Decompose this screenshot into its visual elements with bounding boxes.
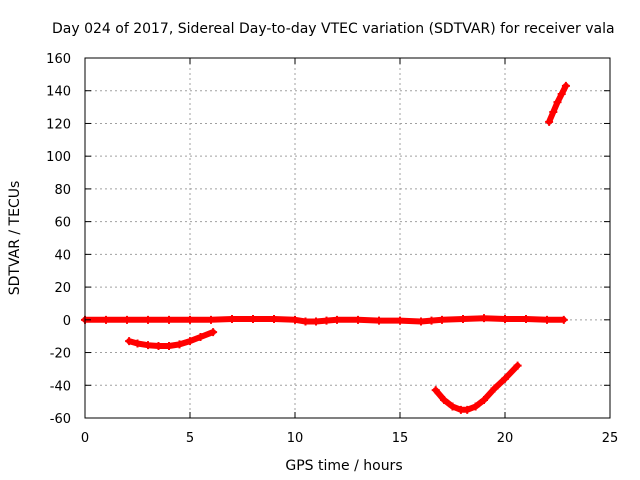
data-point xyxy=(459,315,467,323)
data-layer xyxy=(81,81,570,414)
data-point xyxy=(440,396,449,404)
data-point xyxy=(375,316,383,325)
y-tick-label: -20 xyxy=(50,347,71,362)
chart-title: Day 024 of 2017, Sidereal Day-to-day VTE… xyxy=(52,21,615,37)
y-tick-label: 120 xyxy=(46,117,71,132)
data-point xyxy=(209,328,218,337)
data-point xyxy=(545,117,554,126)
data-point xyxy=(333,315,341,324)
x-tick-label: 25 xyxy=(602,431,619,446)
data-point xyxy=(354,315,362,324)
data-point xyxy=(186,315,194,324)
data-point xyxy=(144,315,152,324)
data-point xyxy=(301,317,310,326)
y-tick-label: 60 xyxy=(54,216,71,231)
data-point xyxy=(490,384,499,393)
data-point xyxy=(513,361,522,370)
data-point xyxy=(438,315,446,324)
data-point xyxy=(175,340,184,349)
data-point xyxy=(123,315,131,324)
grid xyxy=(85,58,610,418)
data-point xyxy=(312,317,320,326)
data-point xyxy=(322,316,331,325)
y-tick-label: -60 xyxy=(50,412,71,427)
data-point xyxy=(501,374,509,383)
y-axis-label: SDTVAR / TECUs xyxy=(7,181,23,296)
data-point xyxy=(228,315,236,323)
data-point xyxy=(186,337,194,346)
ticks: 0 5 10 15 20 25 -60 -40 -20 0 20 40 60 80 100 120 140 160 xyxy=(46,52,618,446)
data-point xyxy=(291,315,299,324)
series-arc-2 xyxy=(432,362,521,413)
data-point xyxy=(553,98,562,107)
x-tick-label: 10 xyxy=(287,431,304,446)
y-tick-label: 0 xyxy=(63,314,71,329)
data-point xyxy=(559,315,568,324)
data-point xyxy=(501,315,509,323)
y-tick-label: 100 xyxy=(46,150,71,165)
data-point xyxy=(480,314,488,323)
y-tick-label: 80 xyxy=(54,183,71,198)
y-tick-label: -40 xyxy=(50,379,71,394)
y-tick-label: 160 xyxy=(46,52,71,67)
data-point xyxy=(133,339,142,348)
x-tick-label: 15 xyxy=(392,431,409,446)
y-tick-label: 40 xyxy=(54,248,71,263)
plot-frame xyxy=(84,57,611,419)
x-tick-label: 0 xyxy=(81,431,89,446)
data-point xyxy=(427,316,436,325)
data-point xyxy=(102,315,110,324)
data-point xyxy=(270,315,278,323)
data-point xyxy=(396,316,404,325)
data-point xyxy=(448,402,457,411)
data-point xyxy=(144,341,152,350)
data-point xyxy=(463,405,472,414)
data-point xyxy=(207,315,215,324)
x-tick-label: 5 xyxy=(186,431,194,446)
data-point xyxy=(480,396,488,404)
data-point xyxy=(125,337,134,346)
data-point xyxy=(561,81,570,90)
data-point xyxy=(165,315,173,324)
x-tick-label: 20 xyxy=(497,431,514,446)
y-tick-label: 20 xyxy=(54,281,71,296)
y-tick-label: 140 xyxy=(46,85,71,100)
data-point xyxy=(249,315,257,323)
data-point xyxy=(165,342,173,350)
data-point xyxy=(154,342,163,350)
x-axis-label: GPS time / hours xyxy=(285,458,402,474)
data-point xyxy=(543,315,551,324)
data-point xyxy=(431,386,440,395)
data-point xyxy=(471,402,480,411)
data-point xyxy=(196,333,205,341)
data-point xyxy=(557,90,566,98)
data-point xyxy=(549,108,558,116)
data-point xyxy=(522,315,530,323)
data-point xyxy=(417,317,425,326)
